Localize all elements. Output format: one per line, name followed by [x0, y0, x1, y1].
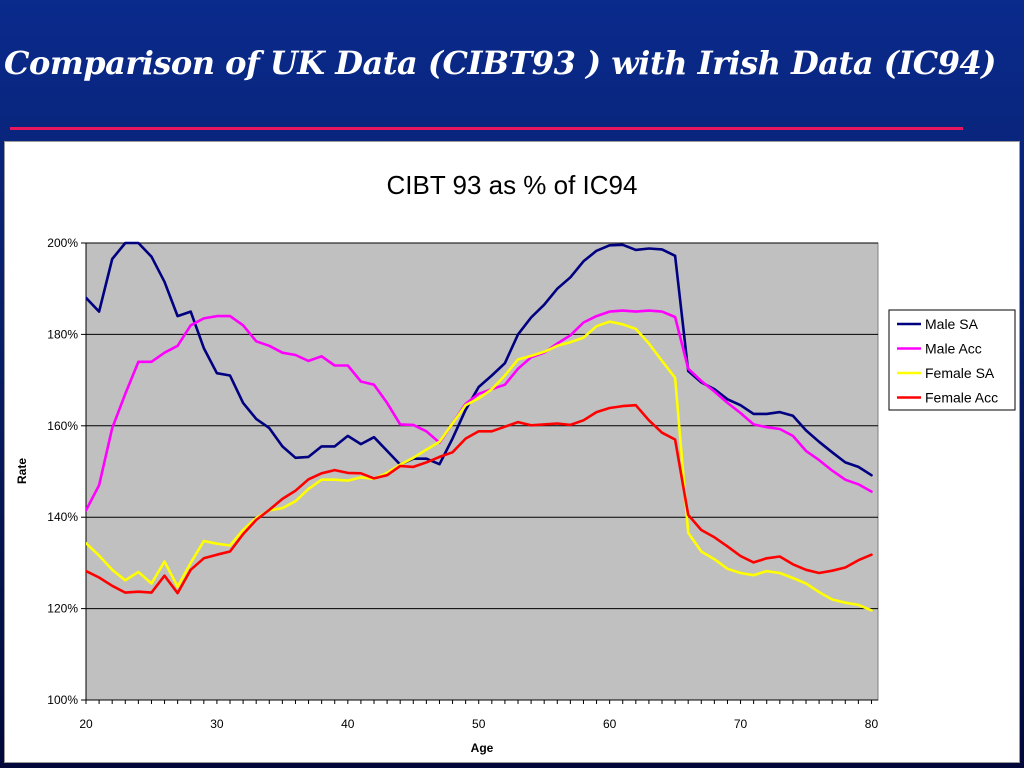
- y-tick-label: 140%: [47, 510, 78, 524]
- legend-label-female-sa: Female SA: [925, 365, 995, 381]
- legend-label-female-acc: Female Acc: [925, 390, 998, 406]
- chart: CIBT 93 as % of IC94 100% 120% 140% 160% 180…: [15, 170, 1016, 755]
- grid-lines: [86, 242, 878, 610]
- x-tick-label: 20: [79, 717, 93, 731]
- chart-panel: CIBT 93 as % of IC94 100% 120% 140% 160% 180…: [4, 141, 1020, 763]
- x-axis-title: Age: [471, 741, 494, 755]
- y-axis-title: Rate: [15, 458, 29, 484]
- x-tick-label: 70: [734, 717, 748, 731]
- axes: 100% 120% 140% 160% 180% 200% 20 30 40 50 60 70 80: [47, 236, 878, 731]
- x-tick-label: 40: [341, 717, 355, 731]
- chart-title: CIBT 93 as % of IC94: [387, 170, 638, 200]
- series-line-male-acc: [86, 309, 873, 512]
- slide-title: Comparison of UK Data (CIBT93 ) with Iri…: [4, 44, 996, 82]
- series-lines: [86, 241, 873, 612]
- y-tick-label: 160%: [47, 419, 78, 433]
- y-tick-label: 100%: [47, 693, 78, 707]
- series-line-male-sa: [86, 241, 873, 477]
- x-tick-label: 50: [472, 717, 486, 731]
- legend: Male SA Male Acc Female SA Female Acc: [888, 309, 1016, 411]
- x-tick-label: 60: [603, 717, 617, 731]
- x-tick-label: 80: [865, 717, 879, 731]
- plot-area: [85, 242, 879, 701]
- title-divider: [10, 127, 963, 130]
- legend-label-male-acc: Male Acc: [925, 341, 982, 357]
- series-line-female-sa: [86, 320, 873, 612]
- series-line-female-acc: [86, 403, 873, 595]
- x-tick-label: 30: [210, 717, 224, 731]
- legend-label-male-sa: Male SA: [925, 316, 979, 332]
- y-tick-label: 120%: [47, 602, 78, 616]
- legend-box: [888, 309, 1016, 411]
- y-tick-label: 200%: [47, 236, 78, 250]
- legend-entries: Male SA Male Acc Female SA Female Acc: [897, 316, 998, 406]
- y-tick-label: 180%: [47, 327, 78, 341]
